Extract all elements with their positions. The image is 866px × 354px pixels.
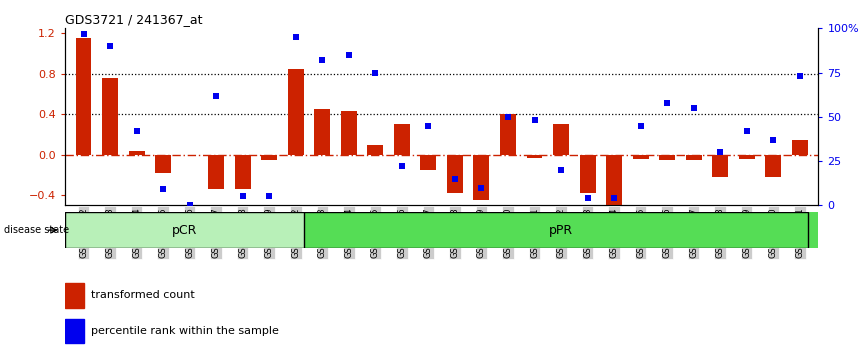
Bar (65, 212, 304, 248)
Text: GSM559053: GSM559053 (583, 207, 592, 258)
Point (527, 118, 541, 123)
Text: GSM559057: GSM559057 (689, 207, 698, 258)
Bar (235, 155, 250, 189)
Text: GSM559050: GSM559050 (503, 207, 513, 258)
Text: GSM559052: GSM559052 (557, 207, 565, 258)
Point (660, 100, 674, 105)
Bar (712, 155, 728, 177)
Text: GSM559067: GSM559067 (211, 207, 221, 258)
Point (554, 167, 568, 173)
Text: GSM559048: GSM559048 (450, 207, 460, 258)
Text: GSM559049: GSM559049 (477, 207, 486, 258)
Text: GSM559069: GSM559069 (265, 207, 274, 258)
Point (793, 73, 807, 79)
Bar (579, 155, 596, 193)
Point (210, 93, 223, 98)
Bar (766, 155, 781, 177)
Bar (155, 155, 171, 173)
Point (289, 34, 303, 40)
Bar (686, 155, 701, 160)
Bar (394, 124, 410, 155)
Text: pCR: pCR (171, 224, 197, 236)
Point (634, 123, 648, 129)
Bar (367, 145, 384, 155)
Bar (474, 155, 489, 200)
Text: GSM559062: GSM559062 (79, 207, 88, 258)
Point (580, 195, 594, 201)
Text: GSM559054: GSM559054 (610, 207, 618, 258)
Bar (500, 114, 516, 155)
Point (262, 194, 276, 199)
Text: GSM559042: GSM559042 (291, 207, 301, 258)
Bar (553, 124, 569, 155)
Bar (288, 69, 304, 155)
Point (501, 114, 515, 120)
Text: GSM559055: GSM559055 (637, 207, 645, 258)
Bar (304, 212, 818, 248)
Text: GSM559064: GSM559064 (132, 207, 141, 258)
Point (130, 128, 144, 134)
Point (687, 105, 701, 111)
Point (607, 195, 621, 201)
Text: percentile rank within the sample: percentile rank within the sample (91, 326, 279, 336)
Point (103, 43, 117, 49)
Point (448, 176, 462, 182)
Bar (792, 139, 808, 155)
Bar (420, 155, 436, 170)
Point (368, 70, 382, 75)
Bar (75, 39, 92, 155)
Bar (447, 155, 463, 193)
Bar (659, 155, 675, 160)
Bar (314, 109, 330, 155)
Text: GSM559043: GSM559043 (318, 207, 326, 258)
Text: GSM559065: GSM559065 (158, 207, 168, 258)
Bar (606, 155, 622, 205)
Text: transformed count: transformed count (91, 290, 195, 300)
Text: GSM559060: GSM559060 (769, 207, 778, 258)
Text: GSM559066: GSM559066 (185, 207, 194, 258)
Text: GSM559061: GSM559061 (795, 207, 805, 258)
Point (76, 31, 90, 36)
Text: GSM559063: GSM559063 (106, 207, 114, 258)
Bar (739, 155, 754, 159)
Bar (341, 111, 357, 155)
Text: GSM559047: GSM559047 (423, 207, 433, 258)
Point (395, 164, 409, 169)
Point (342, 52, 356, 58)
Text: GSM559056: GSM559056 (662, 207, 672, 258)
Bar (633, 155, 649, 159)
Text: GSM559059: GSM559059 (742, 207, 751, 258)
Text: disease state: disease state (4, 225, 69, 235)
Bar (65, 283, 84, 308)
Bar (527, 155, 542, 158)
Point (183, 202, 197, 208)
Text: GSM559045: GSM559045 (371, 207, 380, 258)
Point (740, 128, 753, 134)
Text: GSM559068: GSM559068 (238, 207, 247, 258)
Bar (129, 151, 145, 155)
Text: GSM559046: GSM559046 (397, 207, 406, 258)
Text: GSM559044: GSM559044 (345, 207, 353, 258)
Point (236, 194, 249, 199)
Bar (208, 155, 224, 189)
Point (422, 123, 436, 129)
Point (315, 57, 329, 63)
Point (766, 137, 780, 143)
Bar (65, 319, 84, 343)
Bar (102, 78, 118, 155)
Point (156, 187, 170, 192)
Text: GSM559058: GSM559058 (715, 207, 725, 258)
Text: GSM559051: GSM559051 (530, 207, 539, 258)
Bar (262, 155, 277, 160)
Point (475, 185, 488, 190)
Text: pPR: pPR (549, 224, 573, 236)
Point (714, 149, 727, 155)
Text: GDS3721 / 241367_at: GDS3721 / 241367_at (65, 13, 203, 26)
